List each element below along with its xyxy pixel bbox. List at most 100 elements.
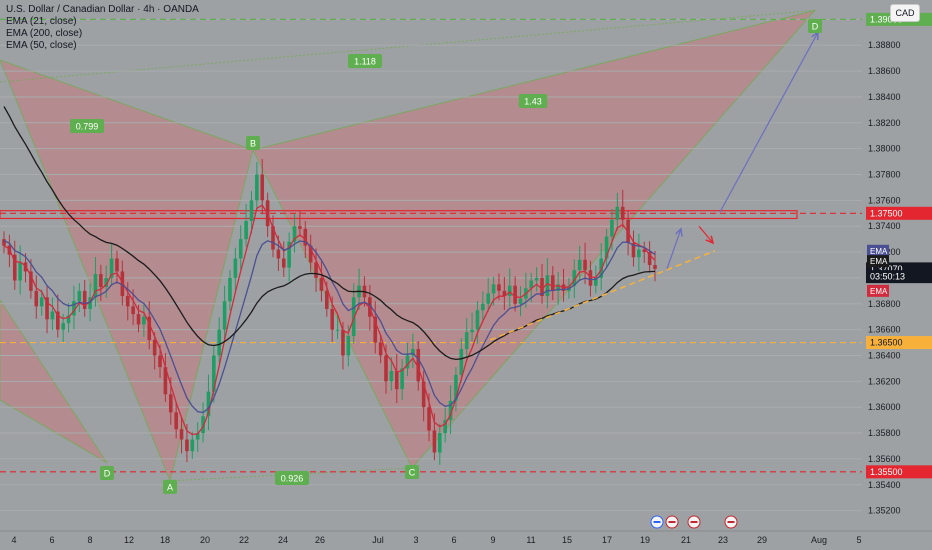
candle-body bbox=[287, 241, 291, 268]
candle-body bbox=[292, 226, 297, 242]
point-a-bg bbox=[163, 479, 177, 494]
candle-body bbox=[416, 349, 421, 382]
ema21-legend[interactable]: EMA (21, close) bbox=[6, 16, 77, 27]
candle-body bbox=[513, 285, 517, 304]
time-tick: 4 bbox=[11, 535, 16, 545]
candle-body bbox=[115, 258, 119, 272]
candle-body bbox=[373, 316, 378, 343]
ema200-line bbox=[3, 106, 656, 361]
price-label-level_red: 1.35500 bbox=[870, 467, 903, 477]
candle-body bbox=[29, 271, 33, 291]
candle-body bbox=[583, 259, 587, 271]
price-label-level_orange: 1.36500 bbox=[870, 338, 903, 348]
candle-body bbox=[405, 355, 410, 369]
point-a: A bbox=[167, 482, 173, 492]
candle-body bbox=[475, 310, 480, 330]
candle-body bbox=[179, 429, 184, 440]
candle-body bbox=[185, 439, 189, 452]
candle-body bbox=[647, 252, 652, 265]
candle-body bbox=[249, 200, 254, 222]
candle-body bbox=[276, 249, 281, 259]
candle-body bbox=[421, 381, 426, 408]
candle-body bbox=[464, 332, 469, 350]
candle-body bbox=[2, 239, 6, 246]
candle-body bbox=[550, 275, 555, 291]
ema21-line bbox=[3, 204, 656, 436]
candle-body bbox=[271, 226, 275, 250]
candle-body bbox=[448, 400, 453, 421]
candle-body bbox=[335, 329, 340, 331]
candle-body bbox=[61, 323, 65, 330]
candle-body bbox=[529, 280, 534, 289]
point-b-bg bbox=[246, 135, 260, 150]
ema-tag-ema200: EMA bbox=[870, 257, 888, 266]
time-tick: 17 bbox=[602, 535, 612, 545]
time-tick: Jul bbox=[372, 535, 384, 545]
time-tick: 24 bbox=[278, 535, 288, 545]
candle-body bbox=[56, 311, 60, 330]
candle-body bbox=[604, 236, 609, 259]
candle-body bbox=[454, 374, 458, 401]
ema200-legend[interactable]: EMA (200, close) bbox=[6, 28, 83, 39]
ema-tag-bg bbox=[867, 284, 889, 297]
time-tick: 9 bbox=[490, 535, 495, 545]
candle-body bbox=[653, 265, 657, 269]
point-d-left-bg bbox=[100, 466, 114, 480]
price-tick: 1.38800 bbox=[868, 40, 901, 50]
ratio-0799-bg bbox=[70, 119, 104, 133]
time-tick: 22 bbox=[239, 535, 249, 545]
candle-body bbox=[18, 262, 22, 281]
candle-body bbox=[319, 277, 324, 291]
ema50-legend[interactable]: EMA (50, close) bbox=[6, 40, 77, 51]
price-label-last: 1.37070 bbox=[870, 264, 903, 274]
price-tick: 1.36600 bbox=[868, 325, 901, 335]
candle-body bbox=[497, 284, 501, 291]
candle-body bbox=[615, 206, 620, 220]
candle-body bbox=[168, 394, 173, 413]
price-tick: 1.37600 bbox=[868, 195, 901, 205]
pattern-bcd bbox=[252, 9, 817, 469]
candle-body bbox=[384, 355, 388, 382]
price-tick: 1.36200 bbox=[868, 376, 901, 386]
time-tick: 5 bbox=[856, 535, 861, 545]
price-tick: 1.36800 bbox=[868, 299, 901, 309]
projection-arrow bbox=[719, 32, 818, 213]
price-tick: 1.38000 bbox=[868, 144, 901, 154]
currency-button[interactable]: CAD bbox=[890, 4, 920, 22]
candle-body bbox=[50, 311, 55, 320]
candle-body bbox=[459, 349, 464, 375]
candle-body bbox=[346, 336, 351, 356]
candle-body bbox=[152, 339, 157, 356]
price-tick: 1.36000 bbox=[868, 402, 901, 412]
ratio-143-bg bbox=[518, 94, 548, 108]
price-label-level_orange-bg bbox=[866, 336, 932, 350]
ema-tag-ema50: EMA bbox=[870, 247, 888, 256]
price-tick: 1.38400 bbox=[868, 92, 901, 102]
candle-body bbox=[502, 290, 507, 297]
price-tick: 1.35400 bbox=[868, 480, 901, 490]
ratio-1118-bg bbox=[348, 54, 382, 68]
candle-body bbox=[109, 258, 114, 278]
point-c: C bbox=[409, 467, 416, 477]
candle-body bbox=[400, 368, 404, 390]
candle-body bbox=[34, 290, 39, 307]
candle-body bbox=[341, 329, 345, 356]
candle-body bbox=[637, 249, 641, 258]
price-tick: 1.38600 bbox=[868, 66, 901, 76]
candle-body bbox=[120, 271, 125, 297]
candle-body bbox=[82, 290, 87, 309]
candle-body bbox=[303, 228, 308, 246]
symbol-title[interactable]: U.S. Dollar / Canadian Dollar · 4h · OAN… bbox=[6, 4, 199, 15]
price-tick: 1.36400 bbox=[868, 350, 901, 360]
point-c-bg bbox=[405, 464, 419, 479]
time-tick: 6 bbox=[49, 535, 54, 545]
pattern-xab bbox=[0, 59, 254, 483]
time-tick: Aug bbox=[811, 535, 827, 545]
point-d: D bbox=[812, 22, 819, 32]
reject-arrow bbox=[698, 225, 713, 243]
candle-body bbox=[222, 301, 227, 330]
candle-body bbox=[545, 275, 550, 297]
candle-body bbox=[147, 316, 152, 340]
candle-body bbox=[330, 308, 334, 330]
